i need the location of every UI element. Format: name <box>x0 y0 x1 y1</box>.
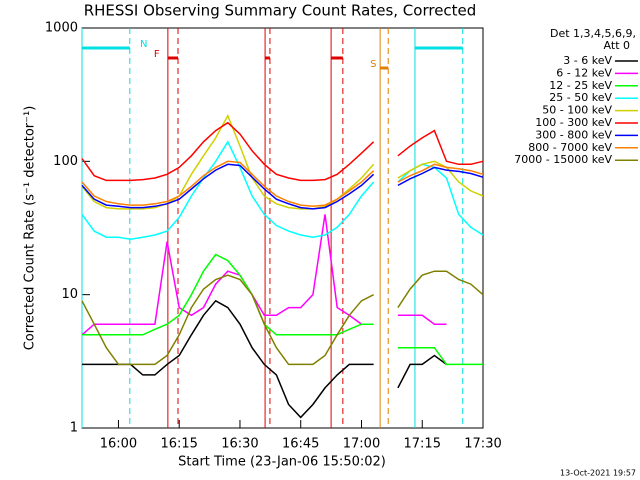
series-line <box>82 253 483 366</box>
footer: 13-Oct-2021 19:57 <box>560 469 636 478</box>
series-line <box>81 214 447 336</box>
series-line <box>81 163 484 210</box>
x-tick-label: 17:15 <box>404 437 441 452</box>
legend-label: 50 - 100 keV <box>542 104 612 117</box>
x-axis-label: Start Time (23-Jan-06 15:50:02) <box>178 455 386 470</box>
legend-label: 7000 - 15000 keV <box>514 153 612 166</box>
y-tick-label: 10 <box>61 287 78 302</box>
y-tick-label: 1000 <box>45 21 78 36</box>
series-line <box>82 299 447 419</box>
x-tick-label: 16:15 <box>160 437 197 452</box>
series-line <box>81 113 484 210</box>
x-tick-label: 17:00 <box>343 437 380 452</box>
legend-label: 800 - 7000 keV <box>528 141 612 154</box>
y-axis-label: Corrected Count Rate (s⁻¹ detector⁻¹) <box>23 106 38 351</box>
y-tick-label: 1 <box>70 421 78 436</box>
legend-label: 25 - 50 keV <box>549 91 612 104</box>
legend-label: 300 - 800 keV <box>535 128 612 141</box>
series-line <box>81 270 484 366</box>
legend-header: Det 1,3,4,5,6,9, <box>550 27 636 40</box>
legend-label: 100 - 300 keV <box>535 116 612 129</box>
legend-header: Att 0 <box>604 39 630 52</box>
legend-label: 12 - 25 keV <box>549 79 612 92</box>
series-line <box>81 140 484 241</box>
x-tick-label: 16:00 <box>100 437 137 452</box>
y-tick-label: 100 <box>53 154 78 169</box>
flag-label: F <box>154 49 160 60</box>
flag-label: S <box>370 59 376 70</box>
x-tick-label: 17:30 <box>464 437 501 452</box>
legend-label: 6 - 12 keV <box>556 66 612 79</box>
legend-label: 3 - 6 keV <box>563 54 612 67</box>
x-tick-label: 16:45 <box>282 437 319 452</box>
chart-title: RHESSI Observing Summary Count Rates, Co… <box>84 2 477 20</box>
flag-label: N <box>140 39 147 50</box>
x-tick-label: 16:30 <box>221 437 258 452</box>
series-line <box>81 121 484 182</box>
series-line <box>81 160 484 208</box>
